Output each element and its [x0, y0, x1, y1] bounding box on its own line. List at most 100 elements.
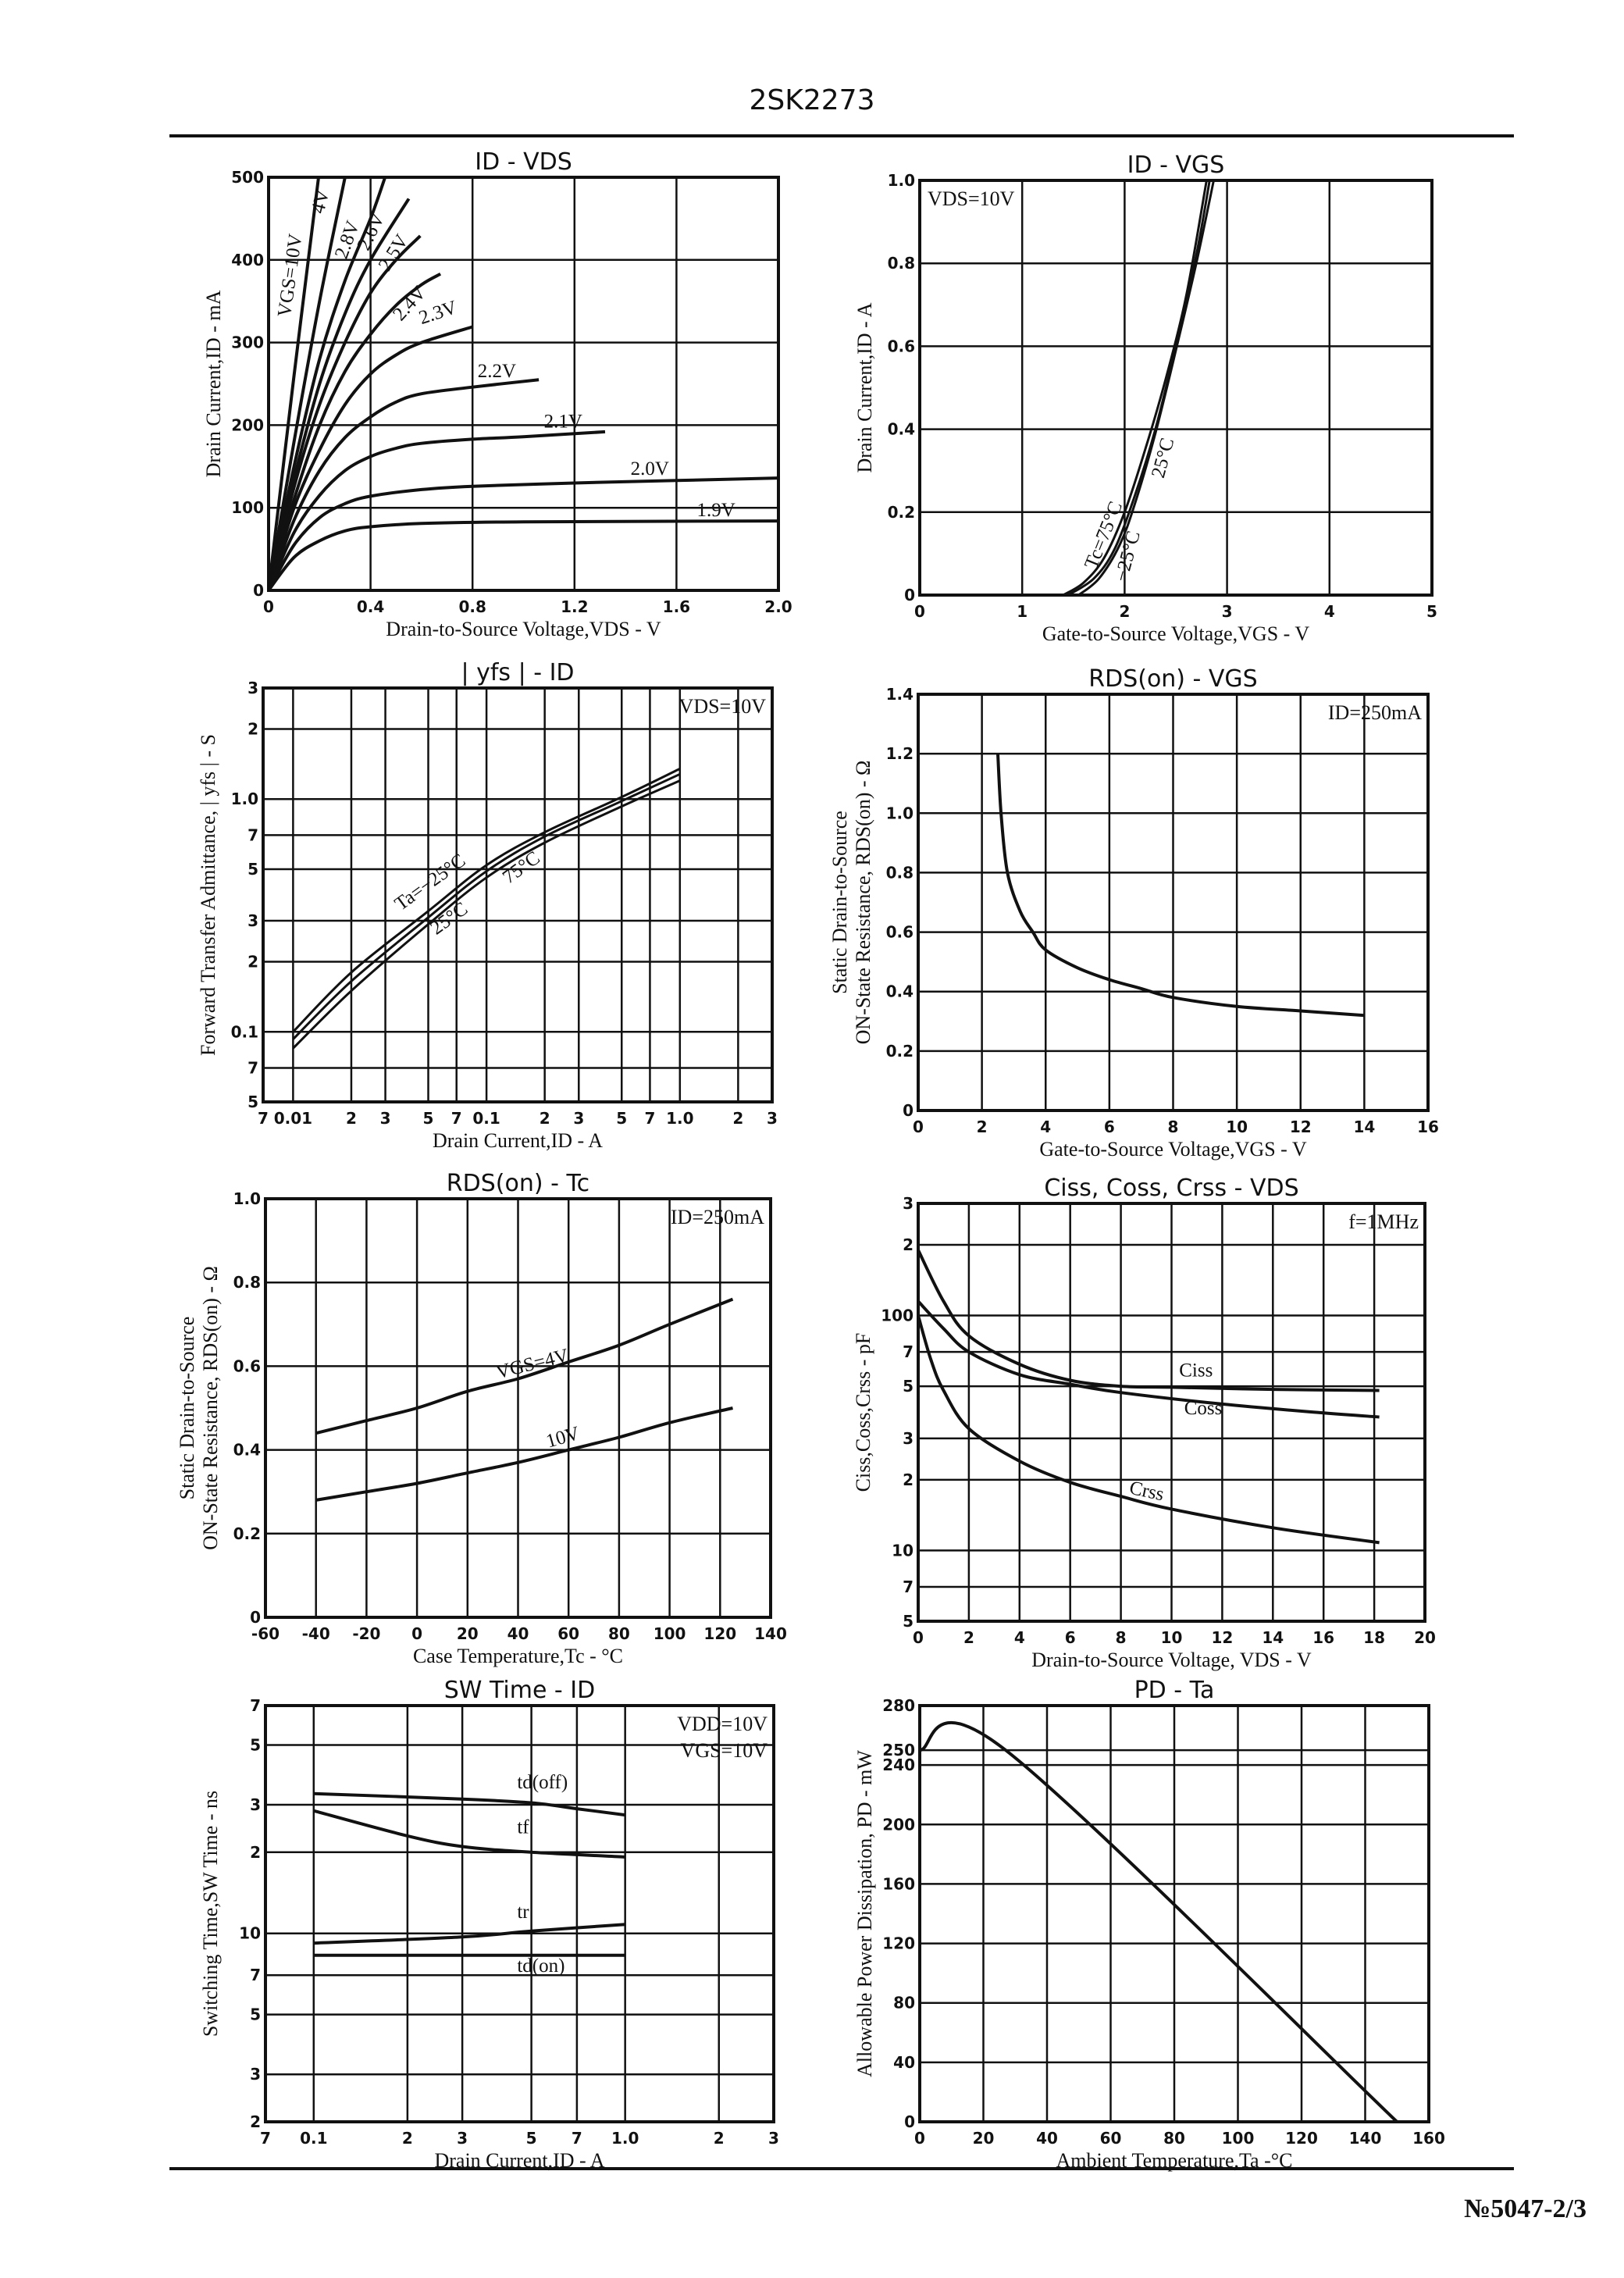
x-axis-label: Gate-to-Source Voltage,VGS - V	[1042, 622, 1310, 645]
x-tick-label: 0.8	[458, 597, 486, 616]
chart-2: 0 1 2 3 4 5 0 0.2 0.4 0.6 0.8 1.0 ID - VGS Gate-to-So…	[853, 152, 1437, 645]
y-tick-label: 5	[903, 1377, 914, 1396]
series-line	[267, 234, 422, 591]
x-tick-label: 160	[1412, 2129, 1445, 2148]
x-tick-label: -40	[302, 1624, 330, 1643]
bottom-rule	[169, 2167, 1514, 2170]
series-line	[292, 768, 681, 1033]
y-tick-label: 7	[903, 1342, 914, 1361]
x-tick-label: 2.0	[764, 597, 792, 616]
y-tick-label: 3	[250, 2065, 261, 2084]
y-tick-label: 3	[903, 1194, 914, 1213]
x-tick-label: 120	[1285, 2129, 1318, 2148]
y-tick-label: 0.6	[888, 337, 915, 355]
y-tick-label: 1.2	[886, 744, 914, 763]
y-tick-label: 7	[250, 1696, 261, 1715]
x-tick-label: 4	[1324, 602, 1335, 621]
series-label: Coss	[1184, 1398, 1223, 1419]
x-tick-label: -20	[352, 1624, 380, 1643]
x-tick-label: 1.2	[561, 597, 588, 616]
y-tick-label: 100	[231, 498, 264, 517]
y-tick-label: 0	[253, 581, 264, 600]
x-tick-label: 6	[1065, 1628, 1076, 1647]
x-tick-label: 0.01	[274, 1109, 312, 1128]
chart-title: ID - VDS	[475, 148, 572, 176]
y-tick-label: 2	[250, 1843, 261, 1862]
x-tick-label: 140	[754, 1624, 787, 1643]
x-tick-label: 0.1	[300, 2129, 327, 2148]
condition-annotation: VDS=10V	[679, 695, 767, 718]
y-tick-label: 1.0	[231, 790, 258, 808]
x-tick-label: 1	[1017, 602, 1027, 621]
y-tick-label: 280	[882, 1696, 915, 1715]
x-tick-label: 14	[1262, 1628, 1284, 1647]
x-tick-label: 3	[768, 2129, 779, 2148]
chart-title: ID - VGS	[1127, 152, 1225, 179]
y-tick-label: 3	[248, 679, 258, 697]
x-axis-label: Drain Current,ID - A	[434, 2149, 604, 2172]
y-axis-label: Switching Time,SW Time - ns	[199, 1791, 222, 2037]
y-tick-label: 0.6	[886, 923, 914, 942]
y-tick-label: 3	[248, 911, 258, 930]
y-axis-label: Forward Transfer Admittance, | yfs | - S	[197, 734, 219, 1056]
x-tick-label: 3	[457, 2129, 468, 2148]
y-tick-label: 5	[248, 860, 258, 879]
y-tick-label: 7	[250, 1966, 261, 1984]
y-tick-label: 1.4	[886, 685, 914, 704]
series-line	[917, 1315, 1380, 1545]
x-axis-label: Drain-to-Source Voltage,VDS - V	[386, 618, 661, 640]
y-tick-label: 5	[903, 1612, 914, 1631]
x-tick-label: 3	[1222, 602, 1233, 621]
y-axis-label: Ciss,Coss,Crss - pF	[852, 1333, 874, 1492]
x-axis-label: Ambient Temperature,Ta -°C	[1056, 2149, 1292, 2172]
x-tick-label: 0	[914, 2129, 925, 2148]
x-tick-label: 0	[913, 1118, 924, 1136]
series-label: td(on)	[517, 1955, 564, 1977]
x-tick-label: 120	[703, 1624, 736, 1643]
x-tick-label: 5	[423, 1109, 434, 1128]
x-tick-label: 7	[572, 2129, 582, 2148]
x-tick-label: 10	[1161, 1628, 1183, 1647]
x-tick-label: -60	[251, 1624, 280, 1643]
series-line	[267, 430, 606, 591]
chart-1: 0 0.4 0.8 1.2 1.6 2.0 0 100 200 300 400 500 ID - VDS…	[202, 148, 792, 640]
y-tick-label: 500	[231, 168, 264, 187]
x-tick-label: 14	[1353, 1118, 1375, 1136]
y-tick-label: 0.4	[886, 982, 914, 1001]
x-tick-label: 3	[767, 1109, 778, 1128]
series-line	[267, 519, 779, 592]
x-tick-label: 7	[451, 1109, 462, 1128]
y-tick-label: 0.4	[888, 420, 915, 439]
x-tick-label: 2	[714, 2129, 725, 2148]
y-tick-label: 2	[250, 2112, 261, 2131]
series-label: −25°C	[1111, 529, 1145, 584]
plot-frame	[264, 1197, 772, 1619]
y-tick-label: 5	[250, 1735, 261, 1754]
y-tick-label: 0.6	[233, 1356, 261, 1375]
y-tick-label: 1.0	[886, 804, 914, 822]
x-tick-label: 0.4	[357, 597, 384, 616]
x-tick-label: 7	[644, 1109, 655, 1128]
y-tick-label: 2	[248, 953, 258, 971]
plot-frame	[918, 1704, 1430, 2123]
page-number: №5047-2/3	[1464, 2194, 1587, 2223]
chart-title: Ciss, Coss, Crss - VDS	[1044, 1175, 1298, 1202]
series-line	[313, 1809, 625, 1859]
x-tick-label: 20	[973, 2129, 995, 2148]
y-tick-label: 5	[250, 2005, 261, 2024]
y-tick-label: 80	[893, 1994, 915, 2012]
top-rule	[169, 134, 1514, 137]
chart-4: 0 2 4 6 8 10 12 14 16 0 0.2 0.4 0.6 0.8 1.0 1.2 1.4 RDS(o…	[828, 665, 1439, 1160]
y-tick-label: 120	[882, 1934, 915, 1953]
series-label: tf	[517, 1817, 529, 1838]
x-tick-label: 2	[540, 1109, 550, 1128]
y-tick-label: 0	[904, 586, 915, 604]
x-tick-label: 16	[1417, 1118, 1439, 1136]
plot-frame	[262, 686, 774, 1103]
x-tick-label: 4	[1040, 1118, 1051, 1136]
document-title: 2SK2273	[749, 84, 875, 116]
series-label: 2.0V	[631, 458, 669, 479]
x-tick-label: 4	[1014, 1628, 1025, 1647]
series-label: tr	[517, 1902, 529, 1923]
